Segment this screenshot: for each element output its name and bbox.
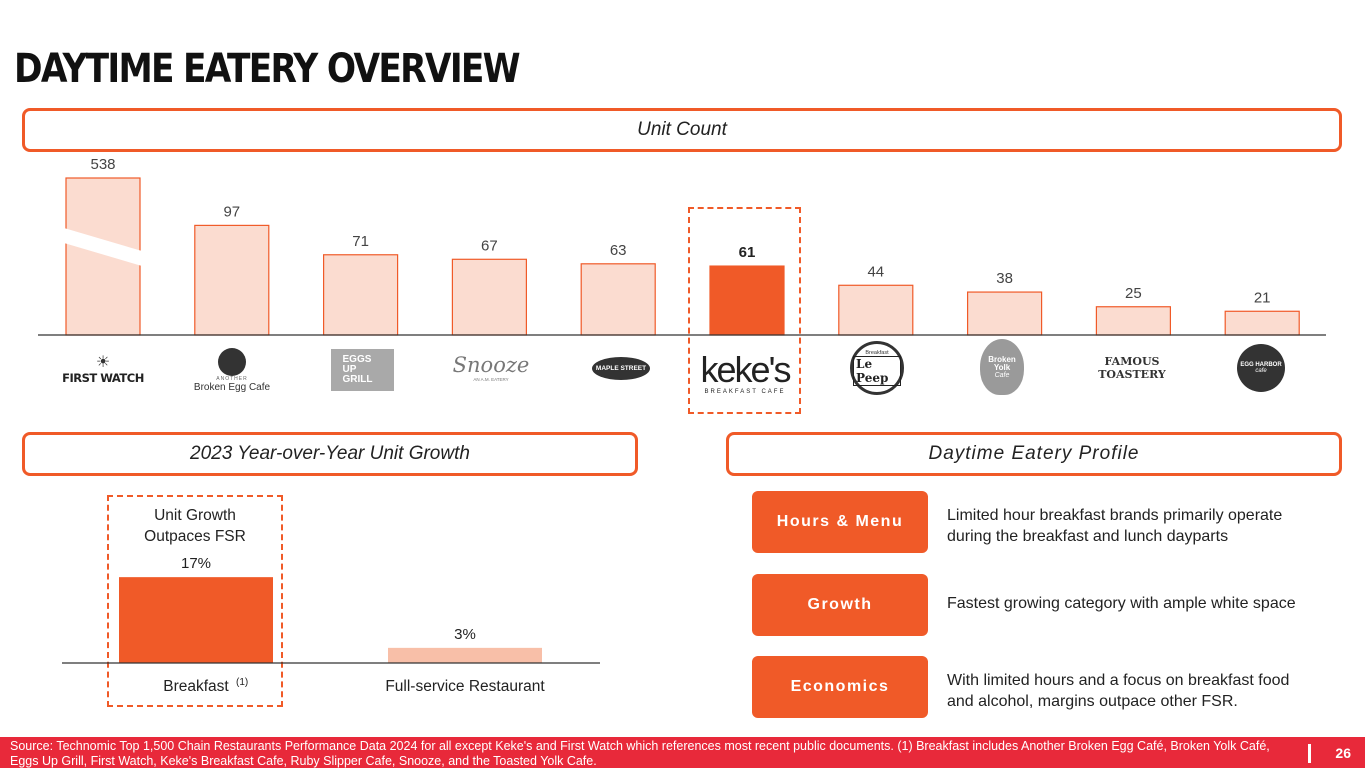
growth-header-label: 2023 Year-over-Year Unit Growth <box>190 443 470 464</box>
growth-value-full-service-restaurant: 3% <box>454 626 476 643</box>
source-footnote: Source: Technomic Top 1,500 Chain Restau… <box>0 737 1365 768</box>
bar-label-keke-s: 61 <box>739 244 756 261</box>
kekes-highlight-box <box>688 207 801 414</box>
growth-value-breakfast: 17% <box>181 555 211 572</box>
bar-maple-street <box>580 263 656 336</box>
economics-badge: Economics <box>752 656 928 718</box>
unit-count-header-label: Unit Count <box>637 119 727 140</box>
logo-broken-egg: ANOTHER Broken Egg Cafe <box>192 344 272 396</box>
page-number: 26 <box>1335 745 1351 761</box>
hours-menu-badge: Hours & Menu <box>752 491 928 553</box>
logo-broken-yolk: Broken Yolk Cafe <box>974 336 1030 398</box>
bar-broken-yolk-cafe <box>966 291 1043 336</box>
growth-bar-breakfast <box>119 577 273 663</box>
bird-icon <box>218 347 246 376</box>
bar-label-egg-harbor: 21 <box>1254 289 1271 306</box>
hours-menu-text: Limited hour breakfast brands primarily … <box>947 507 1283 545</box>
breakfast-highlight-box <box>107 495 283 707</box>
growth-chart: 17% Breakfast (1) 3% Full-service Restaurant <box>62 555 600 695</box>
bar-eggs-up-grill <box>323 254 399 336</box>
bar-snooze <box>451 258 527 336</box>
profile-header-label: Daytime Eatery Profile <box>928 443 1140 464</box>
logo-maple-street: MAPLE STREET <box>591 350 651 386</box>
bar-keke-s <box>709 265 785 336</box>
bar-label-first-watch: 538 <box>90 156 115 173</box>
bar-le-peep <box>838 284 914 336</box>
logo-snooze: Snooze AN A.M. EATERY <box>452 352 530 382</box>
logo-egg-harbor: EGG HARBOR cafe <box>1236 343 1286 393</box>
growth-category-breakfast: Breakfast <box>163 678 229 695</box>
axis-break-mark <box>64 228 142 266</box>
growth-text: Fastest growing category with ample whit… <box>947 595 1296 612</box>
bar-famous-toastery <box>1095 306 1172 336</box>
bar-another-broken-egg-cafe <box>194 224 270 336</box>
logo-first-watch: ☀ FIRST WATCH <box>62 354 144 386</box>
sun-icon: ☀ <box>95 354 111 371</box>
profile-header: Daytime Eatery Profile <box>726 432 1342 476</box>
growth-category-full-service-restaurant: Full-service Restaurant <box>385 678 545 695</box>
bar-label-famous-toastery: 25 <box>1125 285 1142 302</box>
logo-famous-toastery: FAMOUS TOASTERY <box>1098 355 1166 381</box>
footnote-marker: (1) <box>236 677 248 688</box>
bar-label-snooze: 67 <box>481 237 498 254</box>
bar-label-eggs-up-grill: 71 <box>352 233 369 250</box>
logo-eggs-up-grill: EGGS UP GRILL <box>331 349 394 391</box>
page-title: DAYTIME EATERY OVERVIEW <box>14 46 521 92</box>
bar-label-maple-street: 63 <box>610 242 627 259</box>
unit-count-header: Unit Count <box>22 108 1342 152</box>
growth-badge: Growth <box>752 574 928 636</box>
bar-label-le-peep: 44 <box>867 263 884 280</box>
bar-label-another-broken-egg-cafe: 97 <box>223 203 240 220</box>
growth-header: 2023 Year-over-Year Unit Growth <box>22 432 638 476</box>
bar-label-broken-yolk-cafe: 38 <box>996 270 1013 287</box>
page-divider <box>1308 744 1311 763</box>
unit-count-chart: 538 97 71 67 63 61 44 38 25 21 <box>38 156 1326 336</box>
logo-le-peep: Breakfast Le Peep <box>846 341 908 395</box>
growth-bar-full-service-restaurant <box>388 647 542 663</box>
economics-text: With limited hours and a focus on breakf… <box>947 672 1290 710</box>
bar-egg-harbor <box>1224 310 1300 336</box>
growth-callout: Unit Growth Outpaces FSR <box>144 507 246 545</box>
logo-kekes: keke's BREAKFAST CAFE <box>700 349 792 396</box>
